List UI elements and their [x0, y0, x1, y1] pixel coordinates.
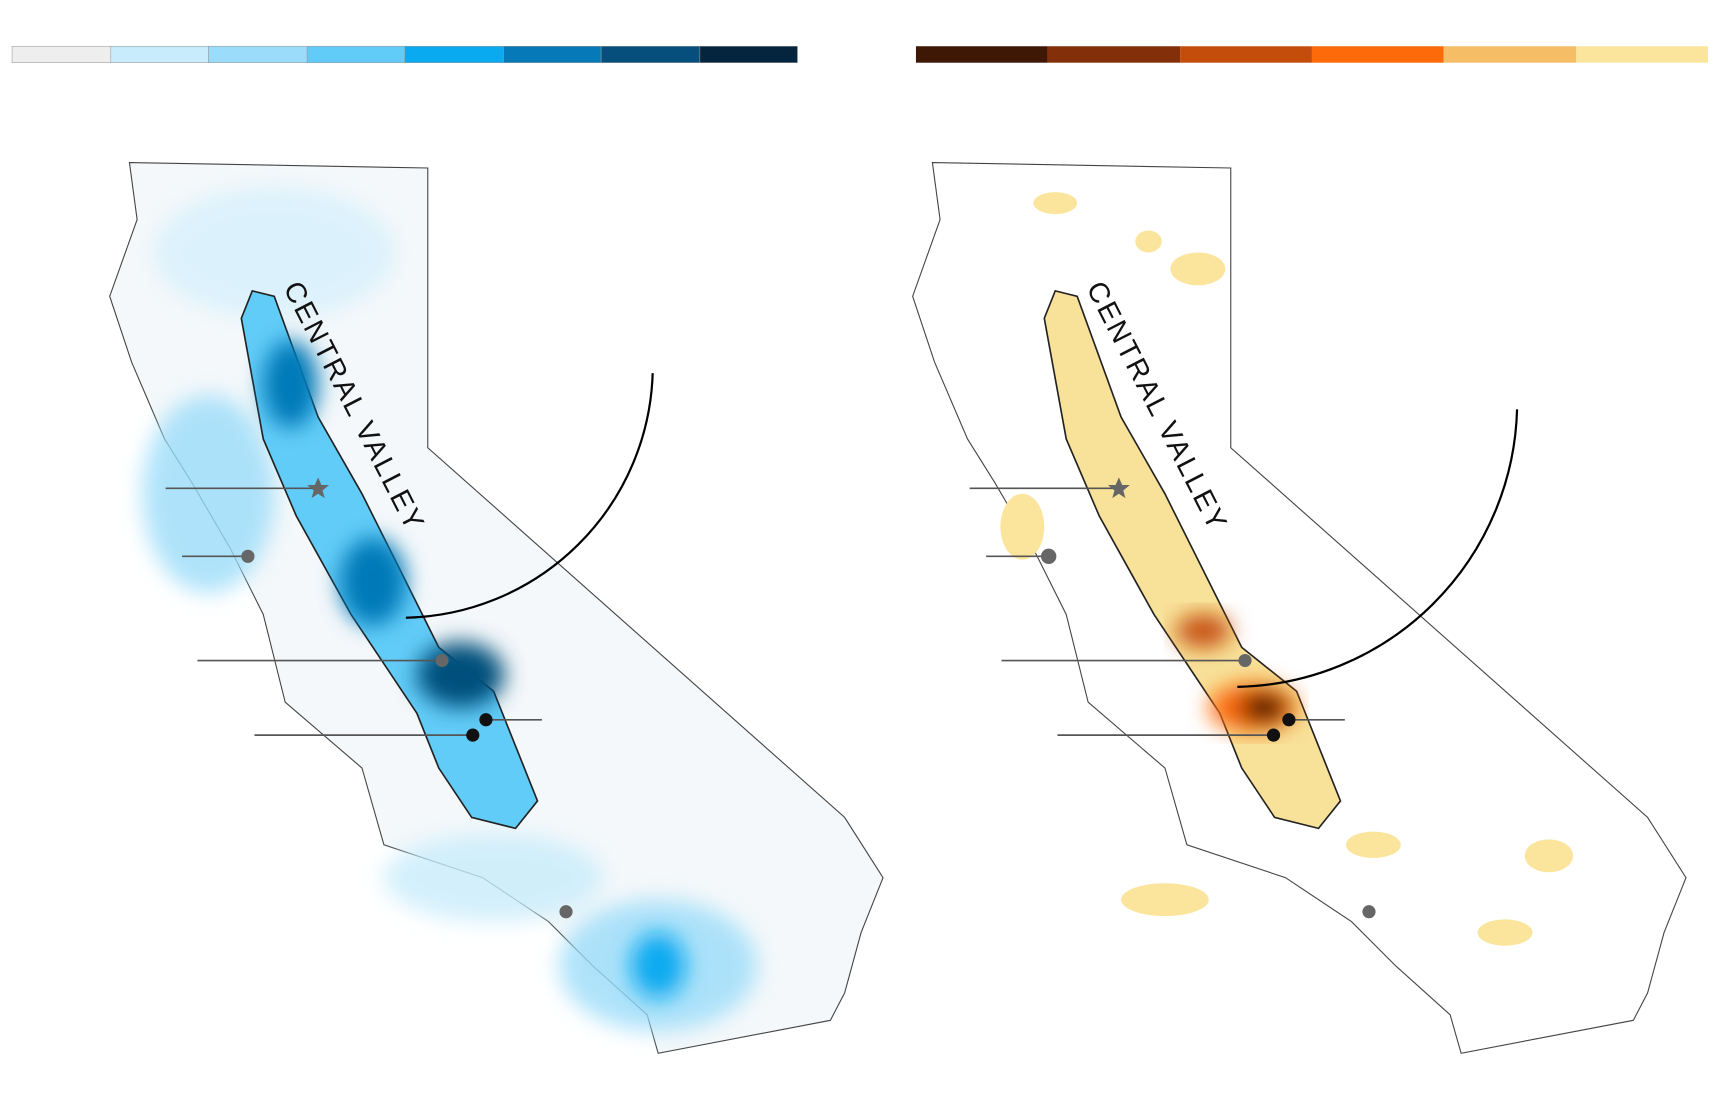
- legend-orange: [915, 46, 1708, 63]
- map-left: CENTRAL VALLEY: [109, 161, 884, 1054]
- legend-blue: [11, 45, 798, 63]
- map-right: CENTRAL VALLEY: [912, 161, 1687, 1054]
